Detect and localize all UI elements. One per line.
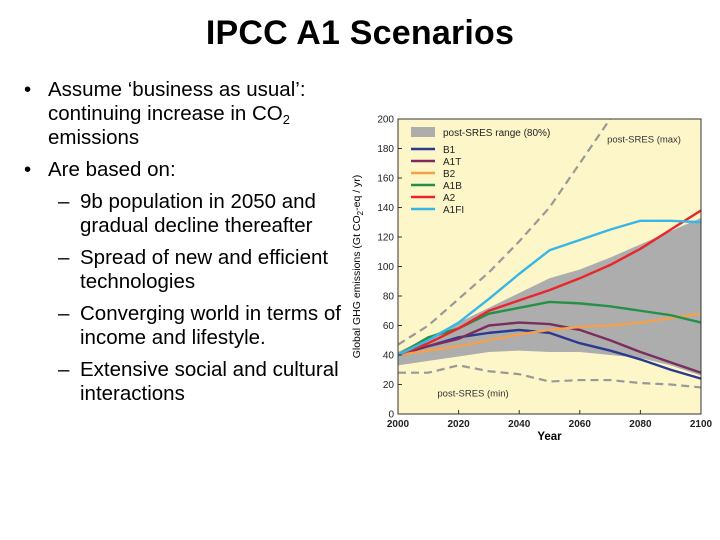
y-tick-label: 20	[383, 380, 395, 391]
legend-label-a1fi: A1FI	[443, 205, 464, 216]
bullet-text: Extensive social and cultural interactio…	[80, 358, 339, 405]
slide-title: IPCC A1 Scenarios	[205, 14, 515, 52]
post-sres-max-label: post-SRES (max)	[607, 135, 681, 146]
legend-label-a1t: A1T	[443, 157, 461, 168]
bullet-item: Are based on:	[22, 158, 342, 182]
y-tick-label: 160	[377, 174, 394, 185]
legend-label-b1: B1	[443, 145, 456, 156]
bullet-text: Are based on:	[48, 158, 176, 181]
series-line-a2	[397, 209, 702, 357]
y-tick-label: 120	[377, 233, 394, 244]
legend-swatch-band	[411, 127, 435, 137]
x-tick-label: 2080	[629, 419, 652, 430]
legend-label-a2: A2	[443, 193, 456, 204]
series-line-a1b	[397, 300, 702, 357]
y-axis-label-subscript: 2	[356, 210, 365, 215]
series-line-a1fi	[397, 219, 702, 357]
bullet-text: 9b population in 2050 and gradual declin…	[80, 190, 316, 237]
y-tick-label: 60	[383, 321, 395, 332]
bullet-text-end: emissions	[48, 126, 140, 149]
x-tick-label: 2060	[569, 419, 592, 430]
y-tick-label: 140	[377, 203, 394, 214]
x-tick-label: 2020	[447, 419, 470, 430]
y-axis-label-part: -eq / yr)	[351, 175, 363, 211]
post-sres-max-line	[397, 118, 612, 346]
legend-label-band: post-SRES range (80%)	[443, 128, 550, 139]
y-tick-label: 80	[383, 292, 395, 303]
bullet-text: Spread of new and efficient technologies	[80, 246, 329, 293]
bullet-subscript: 2	[282, 112, 290, 127]
post-sres-min-label: post-SRES (min)	[437, 388, 508, 399]
bullet-text: Assume ‘business as usual’: continuing i…	[48, 78, 306, 125]
y-tick-label: 100	[377, 262, 394, 273]
series-line-b2	[397, 312, 702, 357]
sub-bullet-item: Converging world in terms of income and …	[22, 302, 342, 350]
y-axis-label-part: Global GHG emissions (Gt CO	[351, 215, 363, 358]
x-tick-label: 2000	[387, 419, 410, 430]
y-tick-label: 0	[388, 410, 394, 421]
y-tick-label: 180	[377, 144, 394, 155]
legend-label-a1b: A1B	[443, 181, 462, 192]
y-tick-label: 200	[377, 115, 394, 126]
series-line-a1t	[397, 321, 702, 374]
bullet-item: Assume ‘business as usual’: continuing i…	[22, 78, 342, 150]
x-tick-label: 2100	[690, 419, 713, 430]
sub-bullet-item: 9b population in 2050 and gradual declin…	[22, 190, 342, 238]
legend-label-b2: B2	[443, 169, 456, 180]
bullet-list: Assume ‘business as usual’: continuing i…	[22, 78, 342, 414]
x-tick-label: 2040	[508, 419, 531, 430]
x-axis-label: Year	[537, 431, 562, 443]
emissions-chart: post-SRES (max) post-SRES (min) post-SRES…	[351, 115, 713, 444]
y-tick-label: 40	[383, 351, 395, 362]
plot-marks: post-SRES (max) post-SRES (min)	[397, 118, 702, 399]
sub-bullet-item: Spread of new and efficient technologies	[22, 246, 342, 294]
bullet-text: Converging world in terms of income and …	[80, 302, 341, 349]
sub-bullet-item: Extensive social and cultural interactio…	[22, 358, 342, 406]
y-axis-label: Global GHG emissions (Gt CO2-eq / yr)	[351, 175, 365, 359]
